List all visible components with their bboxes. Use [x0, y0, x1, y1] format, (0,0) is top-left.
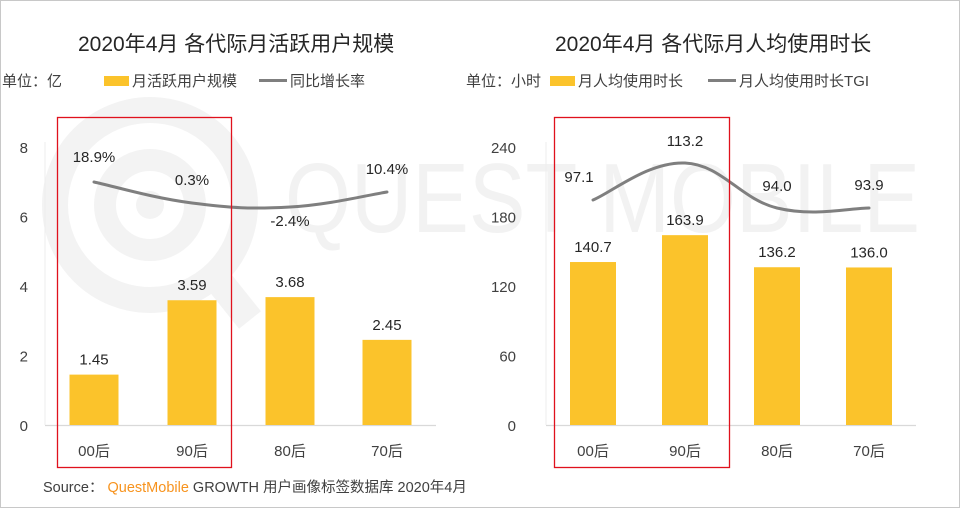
chart-0: 0 2 4 6 8 1.45 3.59 3.68 2.45 00后 90后 80后 70后 18.9% 0.… — [20, 116, 436, 469]
y-tick-label: 120 — [491, 279, 516, 296]
y-tick-label: 240 — [491, 140, 516, 157]
highlight-box — [553, 116, 731, 469]
bar-00后 — [69, 374, 119, 425]
legend-swatch-bar — [104, 75, 130, 86]
bar-80后 — [265, 297, 315, 425]
line-data-label: 10.4% — [366, 161, 409, 178]
y-tick-label: 180 — [491, 210, 516, 227]
bar-70后 — [362, 339, 412, 425]
y-tick-label: 60 — [499, 349, 516, 366]
source-prefix: Source： — [43, 480, 104, 496]
legend-swatch-line — [259, 79, 288, 82]
y-tick-label: 8 — [20, 140, 28, 157]
y-tick-label: 0 — [20, 418, 28, 435]
legend-item-bar: 月人均使用时长 — [550, 70, 683, 91]
legend-mau: 单位：亿 月活跃用户规模 同比增长率 — [2, 70, 365, 91]
y-tick-label: 2 — [20, 349, 28, 366]
legend-label: 月人均使用时长TGI — [739, 73, 870, 90]
legend-swatch-line — [708, 79, 737, 82]
x-tick-label: 70后 — [371, 443, 403, 460]
x-tick-label: 80后 — [761, 443, 793, 460]
legend-item-line: 月人均使用时长TGI — [708, 70, 869, 91]
line-data-label: 94.0 — [762, 178, 791, 195]
bar-80后 — [754, 267, 800, 425]
bar-data-label: 163.9 — [666, 212, 704, 229]
line-data-label: 113.2 — [667, 133, 703, 150]
line-series-tgi — [591, 161, 871, 214]
legend-item-line: 同比增长率 — [259, 70, 365, 91]
unit-label: 单位：亿 — [2, 73, 63, 90]
line-data-label: 97.1 — [564, 169, 593, 186]
x-tick-label: 80后 — [274, 443, 306, 460]
line-data-label: 18.9% — [73, 149, 116, 166]
bar-90后 — [662, 235, 708, 425]
legend-label: 月人均使用时长 — [578, 73, 684, 90]
bar-data-label: 3.59 — [177, 277, 206, 294]
highlight-box — [56, 116, 233, 469]
legend-swatch-bar — [550, 75, 576, 86]
watermark-text: QUEST MOBILE — [285, 143, 920, 253]
bar-data-label: 136.2 — [758, 244, 796, 261]
line-data-label: 93.9 — [854, 177, 883, 194]
x-tick-label: 70后 — [853, 443, 885, 460]
legend-label: 同比增长率 — [290, 73, 366, 90]
watermark-logo-icon — [42, 97, 261, 329]
bar-data-label: 1.45 — [79, 352, 108, 369]
line-series-yoy-growth — [92, 180, 389, 210]
bar-70后 — [846, 267, 892, 425]
chart-1: 0 60 120 180 240 140.7 163.9 136.2 136.0 00后 90后 80… — [491, 116, 916, 469]
legend-item-bar: 月活跃用户规模 — [104, 70, 237, 91]
chart-title-usage: 2020年4月 各代际月人均使用时长 — [555, 33, 872, 56]
bar-00后 — [570, 262, 616, 425]
x-tick-label: 90后 — [176, 443, 208, 460]
y-tick-label: 6 — [20, 210, 28, 227]
bar-90后 — [167, 300, 217, 425]
legend-usage: 单位：小时 月人均使用时长 月人均使用时长TGI — [466, 70, 869, 91]
bar-data-label: 2.45 — [372, 317, 401, 334]
source-note: Source： QuestMobile GROWTH 用户画像标签数据库 202… — [43, 476, 467, 497]
legend-label: 月活跃用户规模 — [132, 73, 238, 90]
x-tick-label: 00后 — [78, 443, 110, 460]
bar-data-label: 3.68 — [275, 274, 304, 291]
chart-title-mau: 2020年4月 各代际月活跃用户规模 — [78, 33, 395, 56]
line-data-label: 0.3% — [175, 172, 209, 189]
source-rest: GROWTH 用户画像标签数据库 2020年4月 — [192, 480, 467, 496]
source-brand: QuestMobile — [107, 480, 189, 496]
y-tick-label: 0 — [508, 418, 516, 435]
bar-data-label: 140.7 — [574, 239, 612, 256]
y-tick-label: 4 — [20, 279, 28, 296]
line-data-label: -2.4% — [270, 213, 309, 230]
bar-data-label: 136.0 — [850, 244, 888, 261]
x-tick-label: 90后 — [669, 443, 701, 460]
unit-label: 单位：小时 — [466, 73, 542, 90]
x-tick-label: 00后 — [577, 443, 609, 460]
